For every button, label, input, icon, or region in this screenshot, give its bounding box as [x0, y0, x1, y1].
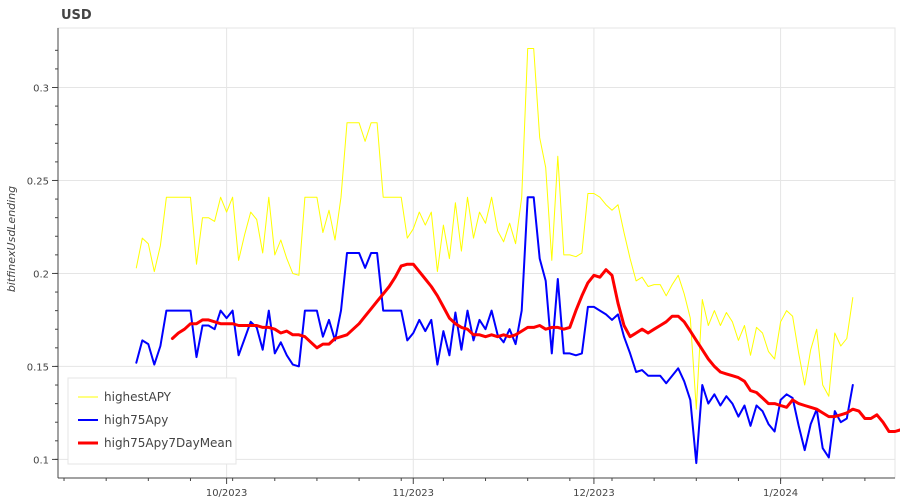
y-tick-label: 0.2	[33, 269, 49, 280]
legend: highestAPY high75Apy high75Apy7DayMean	[67, 377, 237, 465]
legend-label-highestAPY: highestAPY	[104, 390, 172, 404]
y-axis-label: bitfinexUsdLending	[5, 186, 18, 292]
x-tick-label: 11/2023	[392, 488, 434, 499]
series-group	[135, 48, 900, 465]
chart-title: USD	[61, 8, 92, 23]
y-tick-label: 0.1	[33, 455, 49, 466]
x-tick-label: 12/2023	[573, 488, 615, 499]
axes: 0.1 0.15 0.2 0.25 0.3 10/2023 11/2023 12/2023 1/…	[27, 28, 895, 499]
legend-label-high75Apy7DayMean: high75Apy7DayMean	[104, 436, 232, 450]
x-tick-label: 1/2024	[763, 488, 798, 499]
series-line-high75Apy7DayMean	[170, 262, 900, 433]
series-line-highestAPY	[135, 48, 854, 410]
y-tick-label: 0.15	[27, 362, 49, 373]
y-tick-label: 0.25	[27, 176, 49, 187]
x-tick-label: 10/2023	[206, 488, 248, 499]
legend-label-high75Apy: high75Apy	[104, 413, 168, 427]
y-tick-label: 0.3	[33, 84, 49, 95]
